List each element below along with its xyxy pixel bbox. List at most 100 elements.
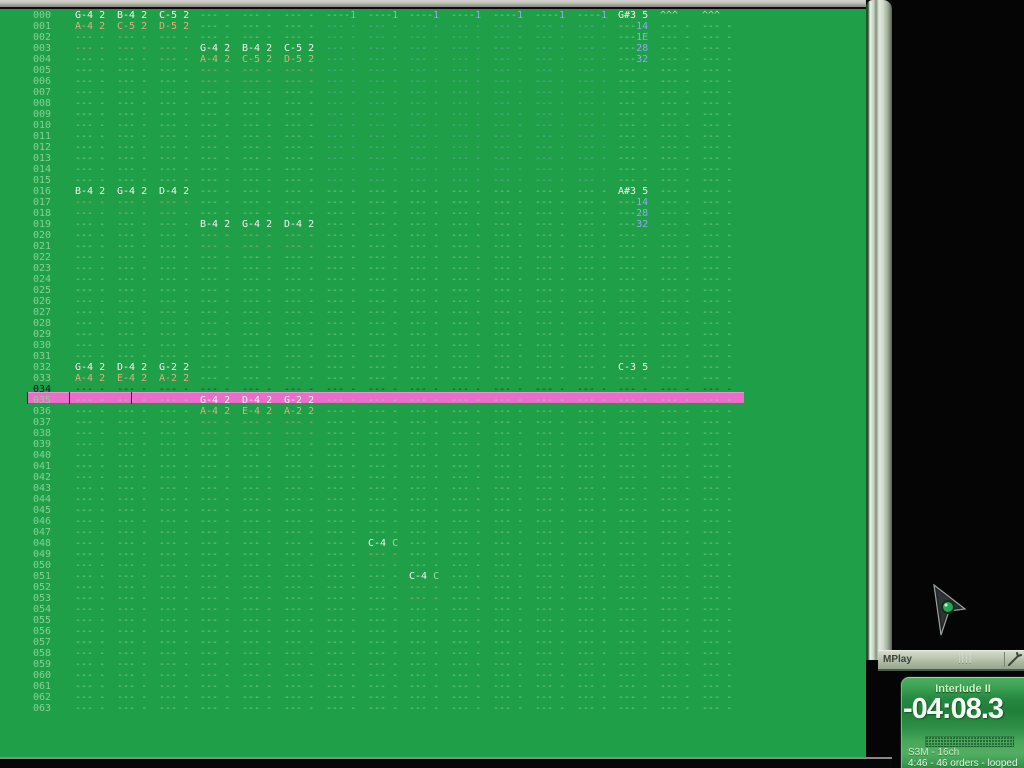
xmplay-player-panel[interactable]: Interlude II -04:08.3 S3M - 16ch 4:46 - … (900, 676, 1024, 768)
time-display[interactable]: -04:08.3 (903, 693, 1004, 725)
pattern-cell: --- - (493, 252, 524, 263)
pattern-cell: --- - (368, 450, 399, 461)
pattern-cell: --- - (368, 32, 399, 43)
pattern-cell: --- - (493, 648, 524, 659)
pattern-cell: --- - (117, 527, 148, 538)
pattern-cell: --- - (535, 120, 566, 131)
row-number: 013 (33, 153, 52, 164)
pattern-cell: --- - (702, 263, 733, 274)
pattern-cell: --- - (75, 285, 106, 296)
pattern-cell: --- - (660, 54, 691, 65)
pattern-cell: --- - (618, 274, 649, 285)
pattern-cell: --- - (117, 230, 148, 241)
pattern-cell: --- - (117, 659, 148, 670)
pattern-cell: --- - (577, 296, 608, 307)
pattern-cell: --- - (618, 285, 649, 296)
pattern-view[interactable]: 000 G-4 2 B-4 2 C-5 2 --- - --- - --- - ----1 --… (0, 9, 866, 757)
pattern-cell: --- - (284, 648, 315, 659)
pattern-cell: --- - (409, 538, 440, 549)
pattern-cell: --- - (200, 527, 231, 538)
pattern-cell: --- - (75, 626, 106, 637)
pattern-cell: --- - (326, 582, 357, 593)
pattern-cell: --- - (75, 351, 106, 362)
pattern-cell: --- - (368, 648, 399, 659)
pattern-cell: --- - (159, 428, 190, 439)
row-number: 054 (33, 604, 52, 615)
pattern-row: 031 --- - --- - --- - --- - --- - --- - --- - --… (0, 351, 866, 362)
pattern-cell: ----1 (409, 10, 440, 21)
pattern-cell: --- - (200, 681, 231, 692)
pattern-cell: --- - (368, 472, 399, 483)
pattern-cell: --- - (493, 186, 524, 197)
pattern-cell: --- - (451, 505, 482, 516)
row-number: 017 (33, 197, 52, 208)
pattern-cell: --- - (535, 604, 566, 615)
pattern-cell: --- - (409, 175, 440, 186)
pattern-cell: --- - (535, 274, 566, 285)
pattern-cell: --- - (535, 307, 566, 318)
pattern-cell: --- - (702, 692, 733, 703)
pattern-cell: --- - (493, 65, 524, 76)
pattern-cell: --- - (159, 505, 190, 516)
pattern-cell: --- - (535, 219, 566, 230)
pattern-cell: --- - (702, 142, 733, 153)
pattern-cell: --- - (577, 197, 608, 208)
pattern-cell: --- - (117, 428, 148, 439)
pattern-cell: --- - (159, 230, 190, 241)
pattern-cell: --- - (284, 681, 315, 692)
xmplay-titlebar[interactable]: MPlay |||| (878, 650, 1024, 671)
pattern-cell: --- - (117, 318, 148, 329)
pattern-cell: --- - (493, 340, 524, 351)
pattern-cell: ---14 (618, 197, 649, 208)
pattern-cell: --- - (159, 208, 190, 219)
pattern-cell: --- - (326, 406, 357, 417)
pattern-cell: --- - (75, 175, 106, 186)
pattern-row: 026 --- - --- - --- - --- - --- - --- - --- - --… (0, 296, 866, 307)
pattern-cell: --- - (535, 186, 566, 197)
pattern-cell: --- - (702, 681, 733, 692)
pattern-cell: --- - (535, 417, 566, 428)
row-number: 056 (33, 626, 52, 637)
pattern-cell: --- - (618, 406, 649, 417)
pattern-cell: --- - (242, 109, 273, 120)
pattern-cell: --- - (284, 340, 315, 351)
pattern-cell: --- - (200, 318, 231, 329)
window-scrollbar[interactable] (866, 0, 892, 660)
pattern-cell: --- - (493, 615, 524, 626)
pattern-cell: --- - (493, 384, 524, 395)
pattern-cell: --- - (159, 450, 190, 461)
pattern-row: 015 --- - --- - --- - --- - --- - --- - --- - --… (0, 175, 866, 186)
pattern-cell: B-4 2 (75, 186, 106, 197)
pattern-cell: --- - (284, 593, 315, 604)
pattern-cell: --- - (535, 142, 566, 153)
pattern-cell: --- - (242, 208, 273, 219)
pattern-cell: --- - (326, 560, 357, 571)
pattern-row: 063 --- - --- - --- - --- - --- - --- - --- - --… (0, 703, 866, 714)
titlebar-grip[interactable]: |||| (958, 653, 973, 664)
pattern-cell: --- - (577, 406, 608, 417)
pattern-cell: --- - (326, 615, 357, 626)
position-slider[interactable] (925, 736, 1014, 747)
pattern-cell: --- - (326, 670, 357, 681)
pattern-cell: --- - (409, 340, 440, 351)
pattern-cell: --- - (409, 351, 440, 362)
pattern-cell: --- - (284, 626, 315, 637)
song-title[interactable]: Interlude II (935, 683, 991, 695)
pattern-cell: --- - (242, 428, 273, 439)
row-number: 061 (33, 681, 52, 692)
pattern-cell: --- - (242, 10, 273, 21)
pattern-row: 034 --- - --- - --- - --- - --- - --- - --- - --… (0, 384, 866, 395)
pattern-cell: --- - (660, 439, 691, 450)
pattern-cell: --- - (368, 54, 399, 65)
pattern-cell: --- - (535, 54, 566, 65)
pattern-cell: --- - (117, 538, 148, 549)
pattern-row: 004 --- - --- - --- - A-4 2 C-5 2 D-5 2 --- - --… (0, 54, 866, 65)
pattern-cell: --- - (577, 219, 608, 230)
pattern-cell: --- - (200, 659, 231, 670)
pattern-cell: --- - (535, 340, 566, 351)
pattern-cell: G-4 2 (200, 43, 231, 54)
wrench-icon[interactable] (1007, 652, 1023, 668)
pattern-cell: --- - (284, 252, 315, 263)
row-number: 009 (33, 109, 52, 120)
